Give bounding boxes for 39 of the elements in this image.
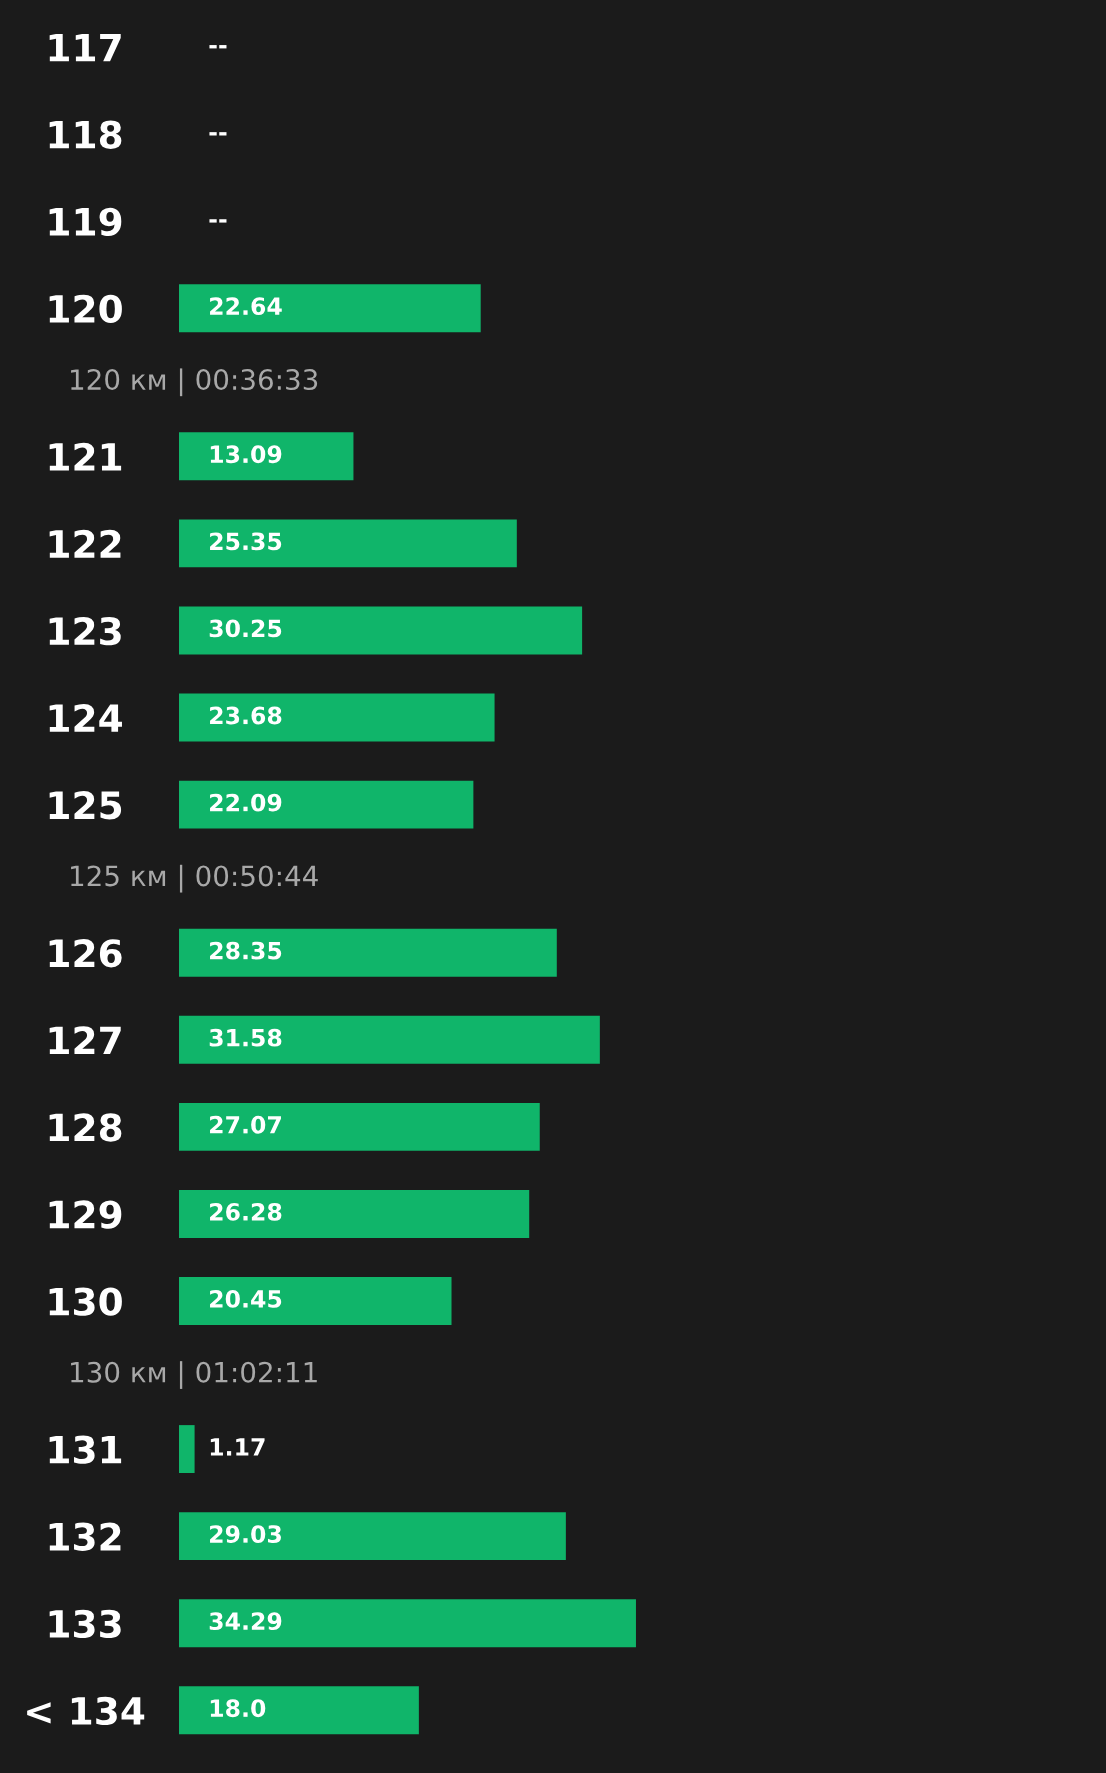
data-label: 29.03 <box>210 1525 281 1543</box>
y-tick-label: 119 <box>49 207 122 236</box>
y-tick-label: 129 <box>49 1200 122 1229</box>
data-label: 26.28 <box>210 1202 282 1221</box>
data-label: 30.25 <box>209 619 282 638</box>
y-tick-label: 127 <box>49 1026 121 1055</box>
data-label: 31.58 <box>209 1028 282 1047</box>
annotation: 130 км | 01:02:11 <box>71 1361 317 1389</box>
y-tick-label: 131 <box>49 1435 122 1464</box>
y-tick-label: 126 <box>49 939 122 968</box>
y-tick-label: 118 <box>49 120 122 149</box>
data-label: 20.45 <box>210 1290 282 1308</box>
data-label: 13.09 <box>210 445 282 464</box>
y-tick-label: 123 <box>49 616 121 646</box>
data-label: 1.17 <box>210 1438 265 1456</box>
text: -- <box>209 45 227 49</box>
y-tick-label: 128 <box>49 1113 122 1142</box>
y-tick-label: 125 <box>49 791 122 820</box>
y-tick-label: 120 <box>49 294 122 324</box>
y-tick-label: 132 <box>49 1522 121 1551</box>
y-tick-label: 117 <box>49 33 121 62</box>
y-tick-label: 133 <box>49 1609 121 1638</box>
data-label: 34.29 <box>209 1612 282 1631</box>
annotation: 125 км | 00:50:44 <box>71 864 318 893</box>
annotation: 120 км | 00:36:33 <box>71 368 318 397</box>
y-tick-label: 121 <box>49 442 122 471</box>
data-label: 18.0 <box>210 1699 266 1718</box>
y-tick-label: < 134 <box>27 1696 145 1726</box>
text: -- <box>209 132 227 136</box>
y-tick-label: 122 <box>49 529 121 558</box>
y-tick-label: 130 <box>49 1287 122 1316</box>
y-tick-label: 124 <box>49 703 122 732</box>
data-label: 28.35 <box>210 941 282 960</box>
data-label: 25.35 <box>210 532 282 551</box>
data-label: 22.64 <box>210 297 282 316</box>
data-label: 23.68 <box>210 706 282 725</box>
data-label: 22.09 <box>210 793 282 812</box>
text: -- <box>209 219 227 223</box>
data-label: 27.07 <box>210 1115 281 1134</box>
